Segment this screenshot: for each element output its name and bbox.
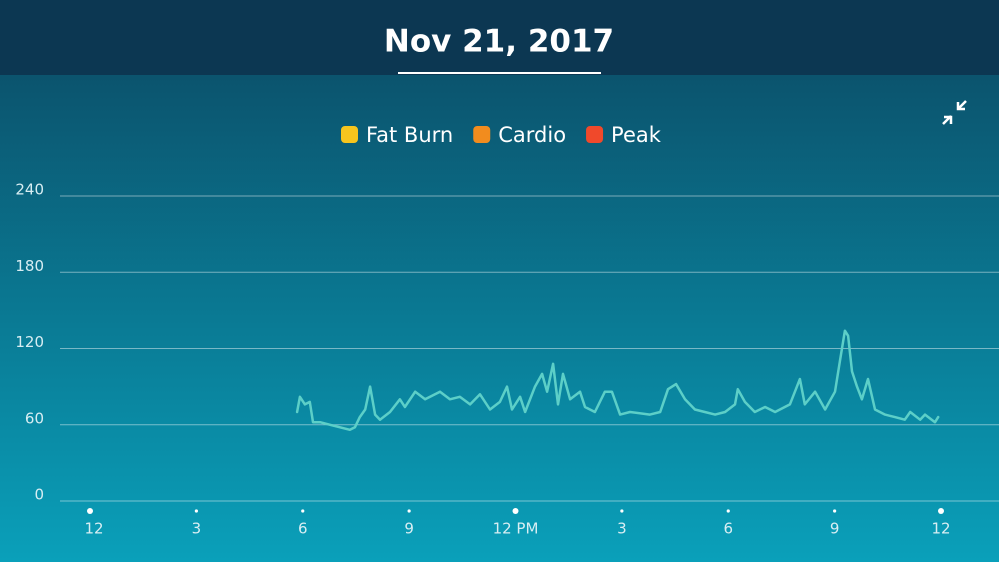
y-tick-label: 0: [34, 486, 44, 504]
y-tick-label: 240: [15, 181, 44, 199]
chart-title: Nov 21, 2017: [384, 24, 614, 60]
legend-swatch: [341, 126, 358, 143]
legend-label: Fat Burn: [366, 123, 453, 147]
x-tick-label: 6: [723, 520, 733, 538]
legend-label: Cardio: [498, 123, 566, 147]
x-tick-label: 9: [404, 520, 414, 538]
y-tick-label: 60: [25, 409, 44, 427]
heart-rate-line: [295, 329, 940, 432]
x-tick-label: 9: [830, 520, 840, 538]
x-tick-mark: [194, 509, 198, 513]
x-tick-mark: [938, 508, 944, 514]
x-tick-label: 12: [84, 520, 103, 538]
x-tick-mark: [726, 509, 730, 513]
x-tick-label: 3: [192, 520, 202, 538]
x-tick-mark: [301, 509, 305, 513]
x-tick-mark: [87, 508, 93, 514]
x-tick-label: 6: [298, 520, 308, 538]
header: [0, 0, 999, 75]
x-tick-mark: [833, 509, 837, 513]
legend-swatch: [473, 126, 491, 143]
x-tick-label: 3: [617, 520, 627, 538]
x-tick-label: 12: [931, 520, 950, 538]
x-tick-label: 12 PM: [493, 520, 539, 538]
x-tick-mark: [620, 509, 624, 513]
y-tick-label: 180: [15, 257, 44, 275]
x-tick-mark: [407, 509, 411, 513]
collapse-icon[interactable]: [942, 100, 967, 125]
legend-swatch: [586, 126, 604, 143]
y-tick-label: 120: [15, 333, 44, 351]
legend-label: Peak: [611, 123, 662, 147]
x-tick-mark: [512, 508, 519, 514]
